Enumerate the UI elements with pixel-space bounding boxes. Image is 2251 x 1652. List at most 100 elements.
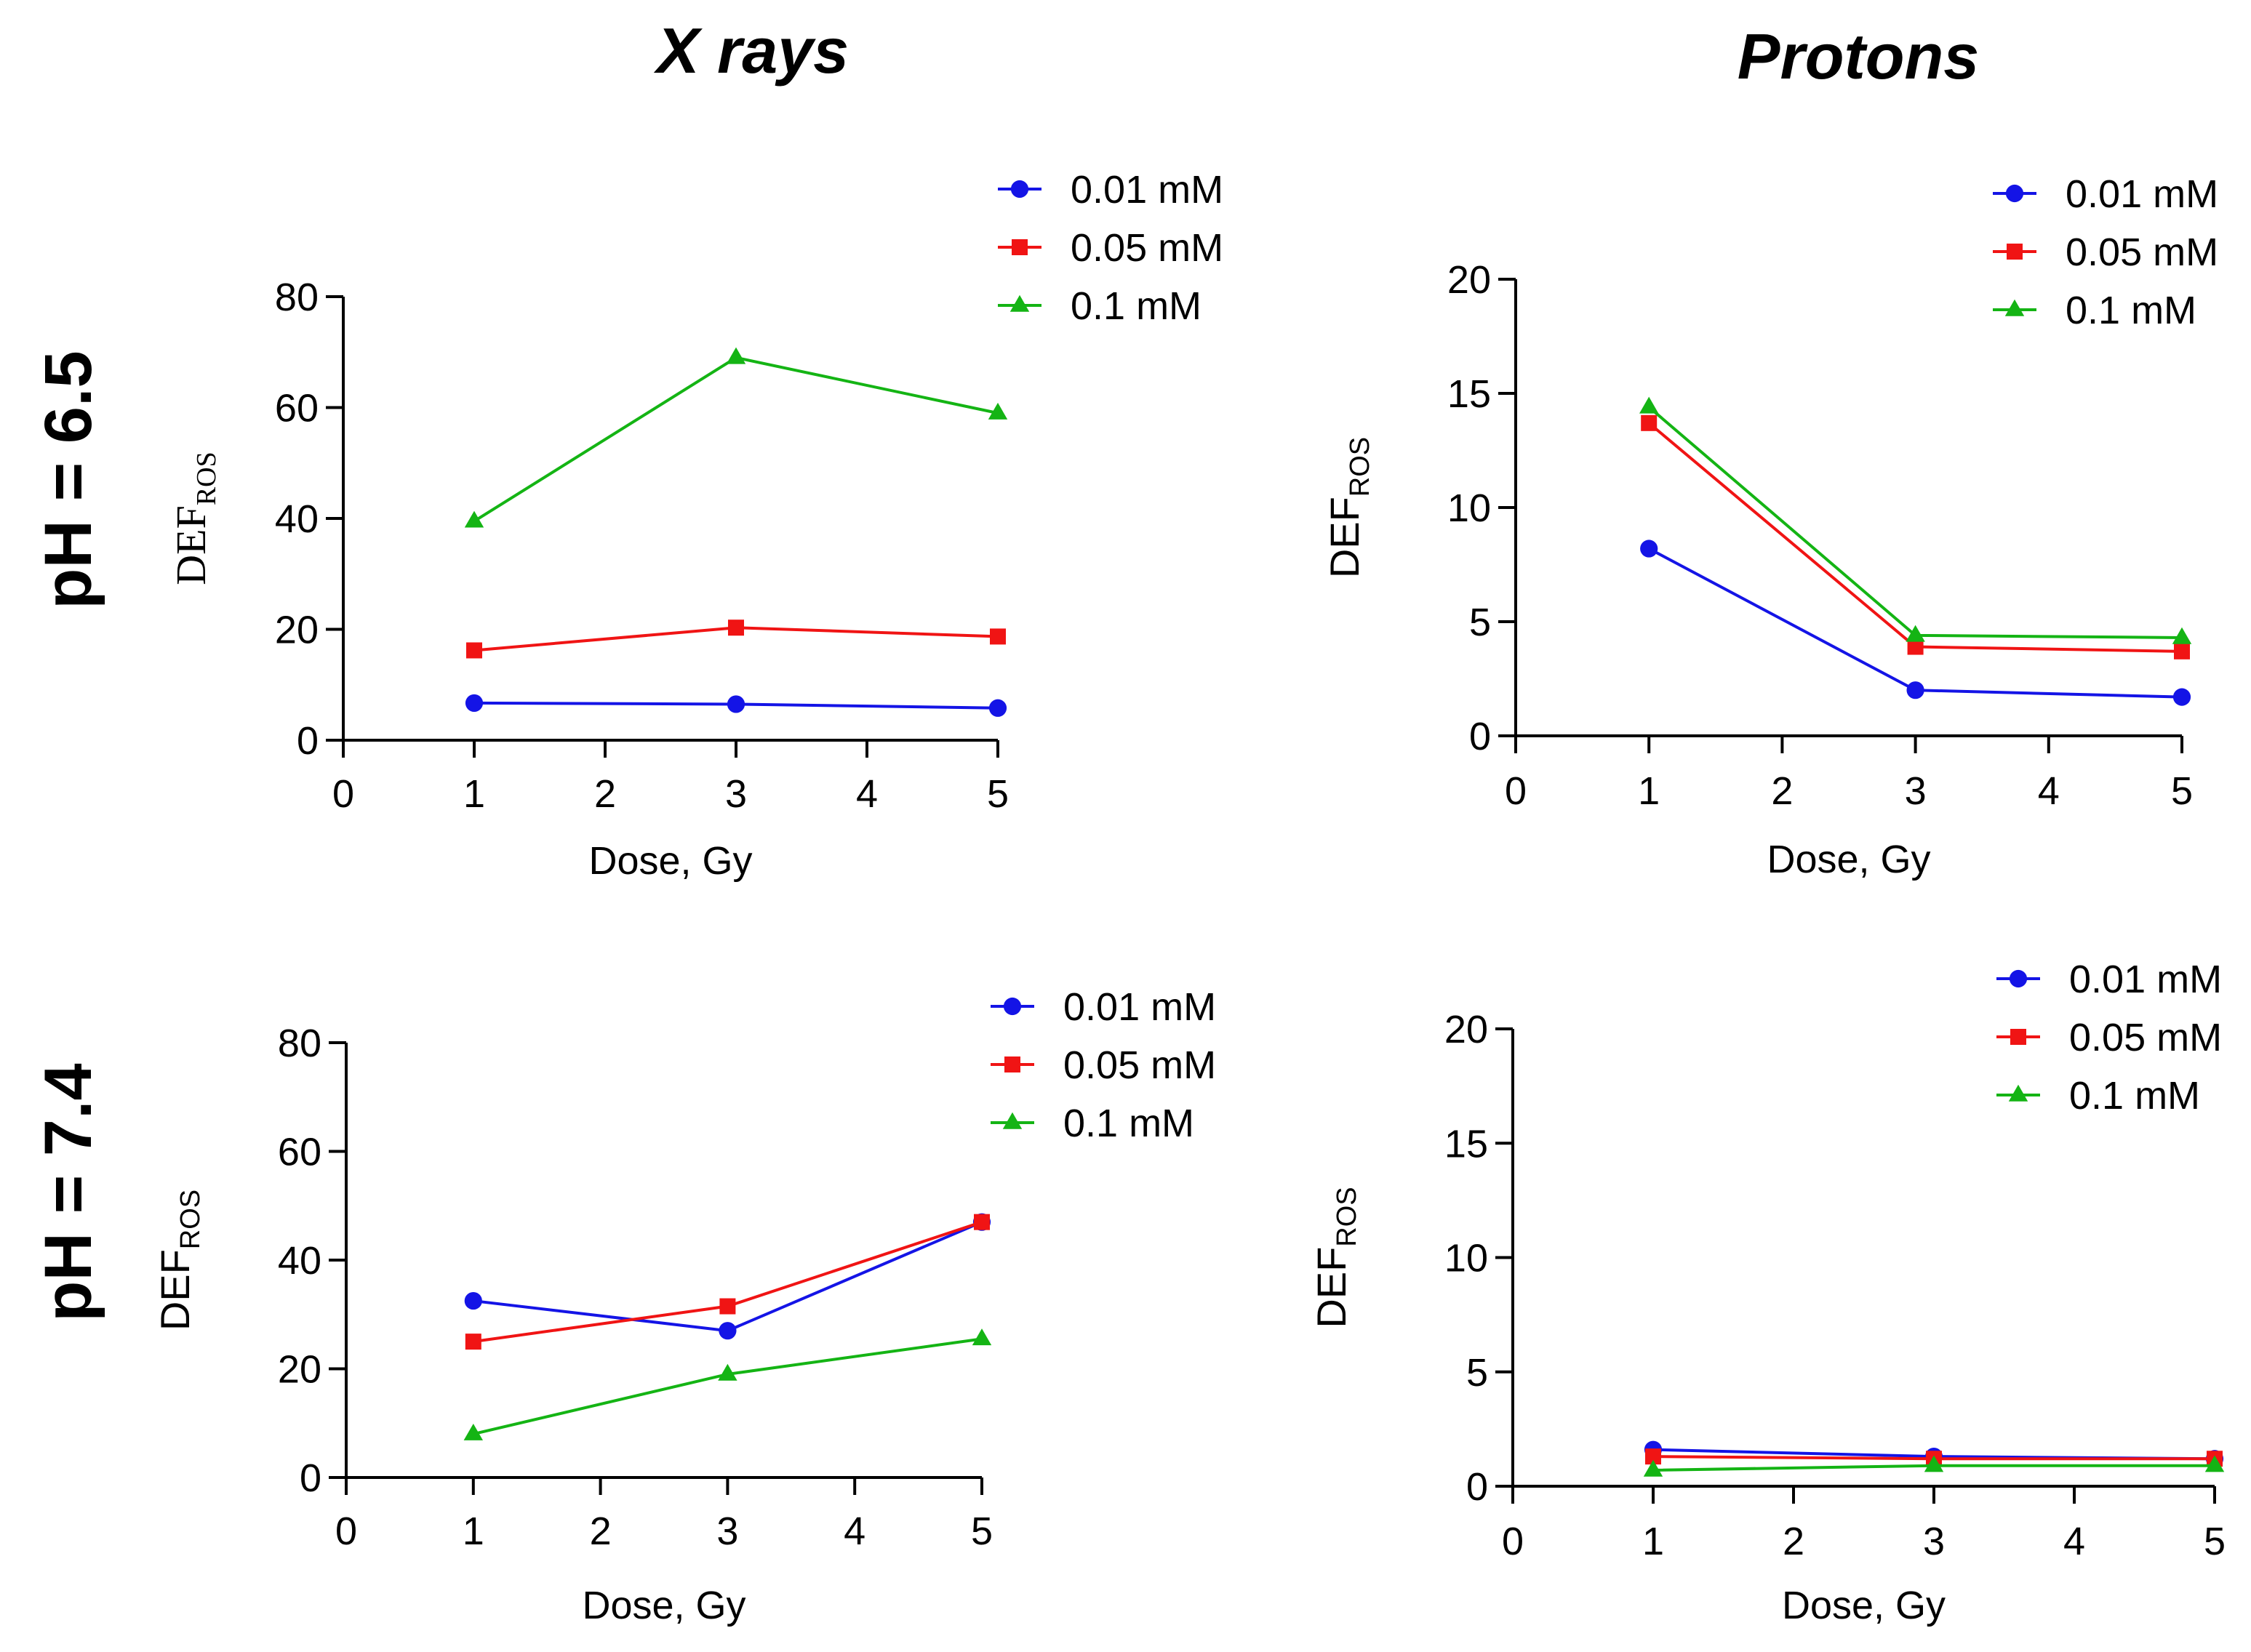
x-tick-label: 3 [1905, 769, 1927, 813]
data-point-0-01-mm [1906, 681, 1924, 699]
column-title-protons: Protons [1738, 20, 1979, 92]
data-point-0-1-mm [2204, 1455, 2225, 1472]
legend-marker-0-01-mm [2005, 184, 2024, 203]
data-point-0-1-mm [464, 510, 484, 528]
y-tick-label: 0 [300, 1456, 321, 1500]
x-tick-label: 0 [1502, 1520, 1524, 1563]
legend-marker-0-1-mm [1002, 1112, 1023, 1129]
x-tick-label: 2 [590, 1509, 612, 1553]
series-line-0-01-mm [1648, 547, 2183, 699]
x-axis-label: Dose, Gy [588, 839, 752, 883]
x-tick-label: 0 [335, 1509, 357, 1553]
data-point-0-1-mm [1924, 1455, 1944, 1472]
row-title-ph74: pH = 7.4 [31, 1063, 105, 1321]
data-point-0-01-mm [988, 699, 1007, 717]
y-axis-label: DEFROS [167, 452, 222, 585]
x-axis-label: Dose, Gy [1782, 1584, 1946, 1627]
legend-label-0-01-mm: 0.01 mM [2069, 958, 2222, 1001]
legend-label-0-01-mm: 0.01 mM [2066, 172, 2218, 216]
x-tick-label: 3 [716, 1509, 738, 1553]
legend-label-0-05-mm: 0.05 mM [1071, 226, 1223, 270]
chart-panel-2: 0 5 10 15 20 0 1 2 3 4 5 Dose, Gy DEFROS 0.01 mM 0.05 … [1322, 172, 2218, 881]
x-tick-label: 3 [725, 772, 747, 816]
y-tick-label: 15 [1447, 372, 1491, 416]
legend-label-0-05-mm: 0.05 mM [1063, 1043, 1216, 1087]
legend-marker-0-05-mm [2007, 244, 2023, 260]
data-point-0-1-mm [718, 1363, 737, 1381]
x-tick-label: 2 [594, 772, 616, 816]
data-point-0-1-mm [1906, 625, 1925, 642]
series-line-0-01-mm [473, 1220, 983, 1333]
x-tick-label: 5 [987, 772, 1009, 816]
y-tick-label: 0 [297, 719, 319, 763]
x-tick-label: 1 [1642, 1520, 1664, 1563]
chart-panel-4: 0 5 10 15 20 0 1 2 3 4 5 Dose, Gy DEFROS 0.01 mM 0.05 … [1308, 958, 2226, 1627]
y-tick-label: 5 [1469, 601, 1491, 644]
series-line-0-05-mm [1647, 422, 2183, 653]
data-point-0-1-mm [726, 347, 746, 364]
row-title-ph65: pH = 6.5 [31, 350, 105, 609]
series-line-0-1-mm [473, 356, 999, 523]
y-axis-label: DEFROS [1308, 1187, 1362, 1328]
legend-marker-0-01-mm [1003, 997, 1022, 1016]
x-tick-label: 4 [856, 772, 878, 816]
x-tick-label: 2 [1783, 1520, 1804, 1563]
y-tick-label: 60 [278, 1131, 321, 1174]
legend-label-0-1-mm: 0.1 mM [2069, 1074, 2200, 1118]
data-point-0-01-mm [1640, 540, 1658, 558]
data-point-0-05-mm [1645, 1448, 1661, 1465]
y-axis-label: DEFROS [152, 1190, 206, 1331]
legend-label-0-1-mm: 0.1 mM [1071, 284, 1202, 328]
y-tick-label: 60 [275, 387, 319, 430]
chart-panel-3: 0 20 40 60 80 0 1 2 3 4 5 Dose, Gy DEFROS 0.01 mM 0.05… [152, 985, 1216, 1627]
y-tick-label: 20 [1447, 258, 1491, 302]
y-tick-label: 20 [1444, 1008, 1488, 1051]
data-point-0-01-mm [465, 694, 484, 713]
x-axis-label: Dose, Gy [1767, 838, 1930, 881]
y-axis-label: DEFROS [1322, 437, 1375, 578]
legend-label-0-01-mm: 0.01 mM [1071, 168, 1223, 212]
legend-marker-0-1-mm [2008, 1084, 2028, 1102]
data-point-0-1-mm [463, 1423, 483, 1440]
y-tick-label: 0 [1466, 1465, 1488, 1509]
legend-marker-0-01-mm [2009, 969, 2028, 988]
legend-label-0-05-mm: 0.05 mM [2069, 1016, 2222, 1059]
data-point-0-05-mm [1907, 638, 1924, 655]
data-point-0-1-mm [988, 402, 1008, 420]
data-point-0-1-mm [2172, 627, 2192, 644]
y-tick-label: 0 [1469, 715, 1491, 758]
x-tick-label: 1 [463, 1509, 484, 1553]
y-tick-label: 20 [275, 609, 319, 652]
y-tick-label: 40 [275, 497, 319, 541]
x-tick-label: 4 [2038, 769, 2060, 813]
x-tick-label: 1 [1638, 769, 1660, 813]
data-point-0-05-mm [466, 642, 482, 659]
chart-panel-1: 0 20 40 60 80 0 1 2 3 4 5 Dose, Gy DEFROS 0.01 mM 0.05… [167, 168, 1223, 883]
data-point-0-01-mm [719, 1322, 737, 1340]
y-tick-label: 5 [1466, 1351, 1488, 1395]
data-point-0-05-mm [728, 620, 744, 636]
data-point-0-05-mm [1641, 414, 1658, 431]
legend-marker-0-05-mm [2010, 1029, 2026, 1045]
y-tick-label: 10 [1447, 486, 1491, 530]
x-tick-label: 2 [1771, 769, 1793, 813]
legend-marker-0-05-mm [1012, 239, 1028, 255]
x-tick-label: 0 [332, 772, 354, 816]
x-tick-label: 3 [1923, 1520, 1945, 1563]
x-tick-label: 5 [2171, 769, 2193, 813]
data-point-0-05-mm [974, 1214, 990, 1230]
data-point-0-01-mm [2172, 688, 2191, 706]
x-axis-label: Dose, Gy [582, 1584, 745, 1627]
x-tick-label: 4 [2063, 1520, 2085, 1563]
data-point-0-05-mm [2174, 643, 2190, 659]
legend-marker-0-1-mm [1009, 294, 1030, 312]
legend-marker-0-05-mm [1004, 1056, 1020, 1072]
x-tick-label: 1 [463, 772, 485, 816]
y-tick-label: 80 [275, 276, 319, 319]
y-tick-label: 40 [278, 1239, 321, 1283]
data-point-0-05-mm [990, 628, 1006, 645]
data-point-0-05-mm [719, 1298, 736, 1315]
legend-label-0-1-mm: 0.1 mM [2066, 289, 2196, 332]
x-tick-label: 4 [844, 1509, 865, 1553]
